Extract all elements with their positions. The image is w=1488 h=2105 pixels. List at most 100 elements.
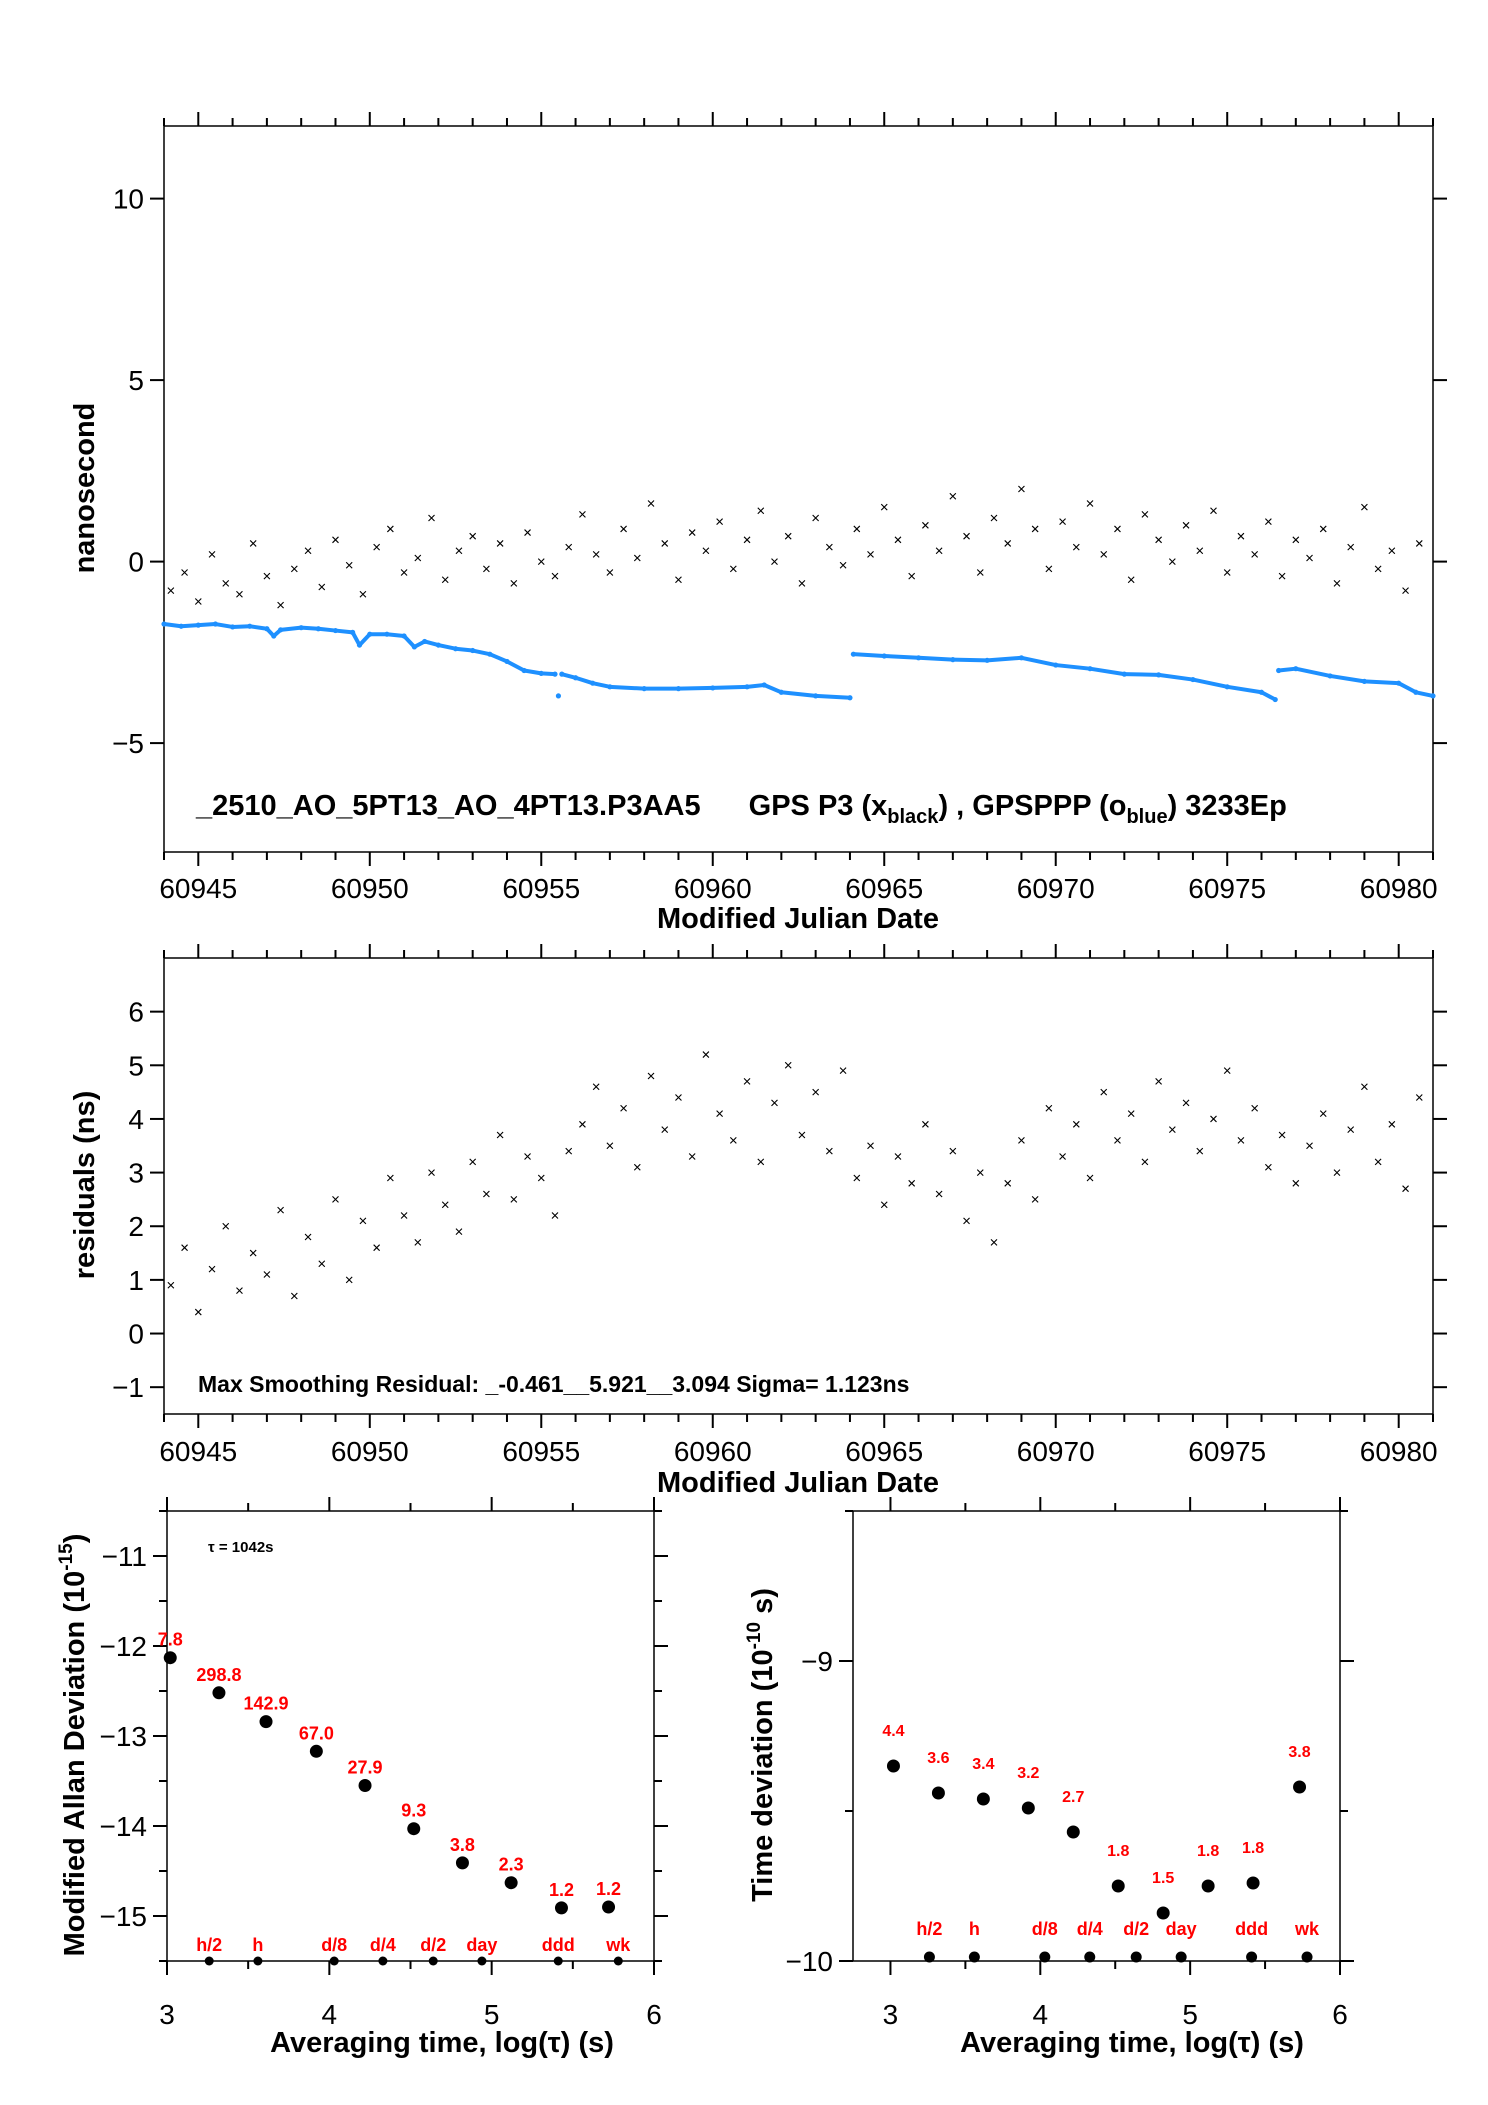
data-point-x: [1168, 1126, 1176, 1134]
data-point: [309, 1744, 323, 1758]
data-point-x: [208, 1265, 216, 1273]
data-point-x: [194, 598, 202, 605]
data-point-x: [1210, 1115, 1217, 1123]
data-trace-segment: [272, 628, 282, 638]
data-point-x: [455, 547, 463, 555]
data-point-x: [181, 569, 188, 576]
data-point-x: [867, 1142, 874, 1150]
chart-marks: 60945 60950 60955 60960 60965 60970 60975 60980…: [100, 112, 1447, 2030]
data-point: [554, 1901, 568, 1915]
data-point-x: [455, 1228, 463, 1235]
panel3-ylabel-text: Modified Allan Deviation (10: [59, 1571, 91, 1957]
data-point-x: [771, 558, 778, 565]
data-point-x: [1086, 500, 1094, 507]
data-point-x: [1210, 507, 1217, 515]
data-point-x: [853, 1174, 861, 1182]
data-point-x: [729, 565, 737, 573]
reference-label: h/2: [196, 1935, 222, 1955]
data-point-x: [949, 492, 957, 500]
reference-dot: [428, 1956, 438, 1966]
plot-frame: [166, 1510, 655, 1962]
data-point-x: [1196, 547, 1204, 555]
x-tick-label: 3: [883, 1999, 899, 2030]
data-point-x: [414, 554, 422, 562]
data-trace-segment: [853, 652, 885, 658]
data-point: [602, 1900, 616, 1914]
panel4-ylabel: Time deviation (10-10 s): [744, 1588, 779, 1902]
data-trace-segment: [1278, 666, 1297, 673]
y-tick-label: −10: [786, 1946, 834, 1977]
y-tick-label: 3: [128, 1158, 144, 1189]
data-point-x: [633, 1163, 641, 1171]
panel4-xlabel: Averaging time, log(τ) (s): [960, 2027, 1304, 2059]
data-point-x: [222, 579, 230, 587]
data-point-x: [318, 1260, 326, 1268]
data-trace-segment: [1329, 673, 1365, 684]
reference-dot: [1175, 1951, 1187, 1963]
data-trace-segment: [746, 683, 765, 689]
data-point-x: [400, 569, 408, 576]
data-point-x: [1333, 579, 1341, 587]
data-trace-segment: [402, 634, 416, 649]
data-point: [886, 1759, 900, 1773]
data-point-x: [1100, 1088, 1108, 1096]
data-label: 1.8: [1107, 1843, 1129, 1860]
reference-dot: [923, 1951, 935, 1963]
data-trace-segment: [609, 684, 645, 691]
reference-dot: [204, 1956, 214, 1966]
data-trace-segment: [1192, 677, 1228, 689]
reference-label: d/2: [1123, 1919, 1149, 1939]
panel2-annotation: Max Smoothing Residual: _-0.461__5.921__…: [198, 1371, 909, 1397]
data-trace-segment: [1055, 663, 1091, 671]
data-trace-segment: [884, 653, 919, 660]
data-point-x: [1155, 536, 1163, 544]
series-gps-p3: [167, 485, 1423, 609]
data-point-x: [935, 1190, 943, 1198]
reference-label: d/8: [321, 1935, 347, 1955]
data-point-x: [318, 583, 326, 591]
data-point-x: [1072, 1120, 1080, 1128]
panel4-ylabel-text: Time deviation (10: [747, 1649, 779, 1902]
data-point-x: [1127, 576, 1135, 584]
data-trace-segment: [592, 681, 611, 689]
data-point-x: [771, 1099, 778, 1107]
data-trace-segment: [301, 625, 319, 631]
data-point-x: [414, 1238, 422, 1246]
reference-marks: h/2 h d/8 d/4 d/2 day ddd wk: [196, 1935, 631, 1966]
data-point-x: [249, 540, 257, 547]
data-point-x: [825, 543, 833, 551]
panel2-ylabel: residuals (ns): [69, 1091, 101, 1280]
data-point-x: [167, 587, 175, 595]
x-tick-label: 60980: [1360, 873, 1438, 904]
data-trace-segment: [1295, 666, 1331, 678]
data-point-x: [647, 500, 655, 507]
y-tick-label: −1: [112, 1372, 144, 1403]
data-trace-segment: [1415, 690, 1434, 698]
data-point-x: [537, 1174, 545, 1182]
data-point-x: [1374, 1158, 1382, 1166]
data-trace-segment: [358, 632, 372, 647]
data-point-x: [565, 543, 573, 551]
data-point-x: [345, 561, 353, 569]
data-point-x: [1018, 485, 1025, 493]
data-trace-segment: [249, 624, 268, 631]
data-point-x: [757, 1158, 765, 1166]
data-point: [1156, 1906, 1170, 1920]
reference-dot: [378, 1956, 388, 1966]
data-point-x: [537, 558, 545, 565]
data-point-x: [510, 1196, 518, 1203]
data-point-x: [675, 1094, 682, 1101]
x-tick-label: 6: [646, 1999, 662, 2030]
data-point-x: [277, 1206, 284, 1214]
data-trace-segment: [1124, 672, 1159, 677]
data-point-x: [510, 579, 518, 587]
x-tick-label: 60960: [674, 1436, 752, 1467]
data-point-x: [922, 521, 929, 529]
data-point-x: [1114, 525, 1121, 533]
data-point-x: [1168, 558, 1176, 565]
data-point-x: [194, 1308, 202, 1316]
data-point-x: [633, 554, 641, 562]
x-tick-label: 60970: [1017, 873, 1095, 904]
data-trace-segment: [1021, 655, 1057, 668]
